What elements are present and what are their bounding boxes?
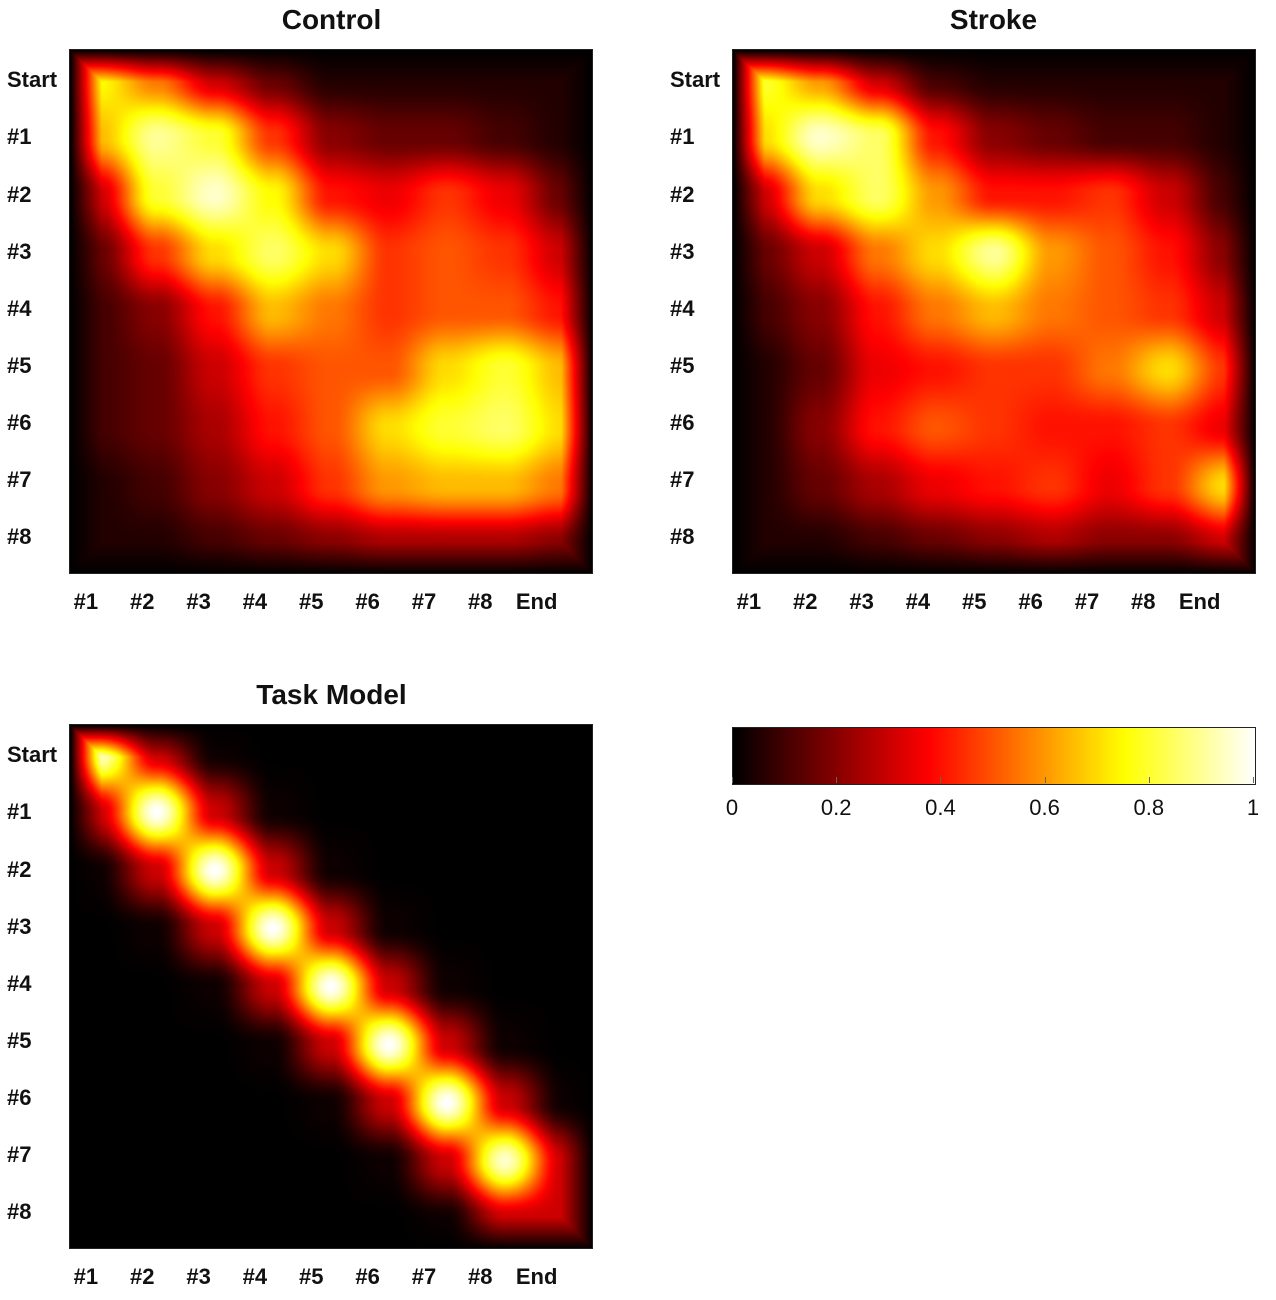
x-tick-label: #5 [962,589,987,614]
x-tick-label: End [515,589,558,614]
colorbar-tick-mark [940,777,942,783]
colorbar-tick-mark [1148,777,1150,783]
y-tick-label: #3 [7,913,32,939]
y-tick-label: Start [7,742,58,768]
x-tick-label: #3 [186,589,211,614]
x-tick-label: #6 [355,589,380,614]
x-tick-label: #4 [242,1264,268,1289]
y-tick-label: #6 [7,409,32,435]
y-tick-label: #2 [7,181,32,207]
colorbar-tick-label: 0.2 [820,795,852,820]
y-tick-label: #8 [7,1198,32,1224]
colorbar-canvas [733,728,1255,784]
y-tick-label: #4 [7,970,32,996]
colorbar-tick-mark [732,777,733,783]
colorbar-tick-mark [1044,777,1046,783]
colorbar-tick-label: 0 [725,795,739,820]
y-tick-label: #4 [670,295,695,321]
panel-title-task-model: Task Model [256,679,407,710]
colorbar-tick-label: 0.4 [925,795,956,820]
y-tick-label: #1 [670,124,695,150]
y-tick-label: #1 [7,124,32,150]
x-tick-label: #7 [1074,589,1100,614]
y-tick-label: #7 [670,466,695,492]
heatmap-plot-task-model [69,724,593,1249]
x-tick-label: #4 [242,589,268,614]
x-tick-label: End [515,1264,558,1289]
y-tick-label: #2 [670,181,695,207]
x-tick-label: #6 [1018,589,1043,614]
y-tick-label: #5 [670,352,695,378]
colorbar-tick-label: 1 [1246,795,1260,820]
x-tick-label: #8 [1131,589,1156,614]
x-tick-label: #1 [736,589,762,614]
colorbar-tick-label: 0.6 [1029,795,1060,820]
y-tick-label: #7 [7,466,32,492]
x-tick-label: #2 [792,589,818,614]
y-tick-label: Start [670,67,721,93]
colorbar-tick-mark [836,777,838,783]
heatmap-plot-control [69,49,593,574]
y-tick-label: #5 [7,1027,32,1053]
x-tick-label: #2 [129,589,155,614]
y-tick-label: #8 [670,523,695,549]
x-tick-label: End [1178,589,1221,614]
y-tick-label: #2 [7,856,32,882]
y-tick-label: #3 [670,238,695,264]
panel-title-stroke: Stroke [949,4,1038,35]
heatmap-canvas-control [70,50,592,573]
y-tick-label: #5 [7,352,32,378]
x-tick-label: #3 [849,589,874,614]
heatmap-plot-stroke [732,49,1256,574]
x-tick-label: #6 [355,1264,380,1289]
y-tick-label: #1 [7,799,32,825]
x-tick-label: #7 [411,1264,437,1289]
x-tick-label: #8 [468,589,493,614]
y-tick-label: #4 [7,295,32,321]
x-tick-label: #2 [129,1264,155,1289]
y-tick-label: #6 [7,1084,32,1110]
y-tick-label: #3 [7,238,32,264]
x-tick-label: #5 [299,589,324,614]
colorbar-tick-label: 0.8 [1133,795,1165,820]
x-tick-label: #1 [73,589,99,614]
y-tick-label: #8 [7,523,32,549]
x-tick-label: #4 [905,589,931,614]
x-tick-label: #8 [468,1264,493,1289]
x-tick-label: #7 [411,589,437,614]
heatmap-canvas-stroke [733,50,1255,573]
colorbar-gradient [732,727,1256,785]
y-tick-label: #6 [670,409,695,435]
x-tick-label: #5 [299,1264,324,1289]
colorbar-tick-mark [1253,777,1254,783]
x-tick-label: #1 [73,1264,99,1289]
y-tick-label: #7 [7,1141,32,1167]
heatmap-canvas-task-model [70,725,592,1248]
x-tick-label: #3 [186,1264,211,1289]
panel-title-control: Control [281,4,382,35]
y-tick-label: Start [7,67,58,93]
